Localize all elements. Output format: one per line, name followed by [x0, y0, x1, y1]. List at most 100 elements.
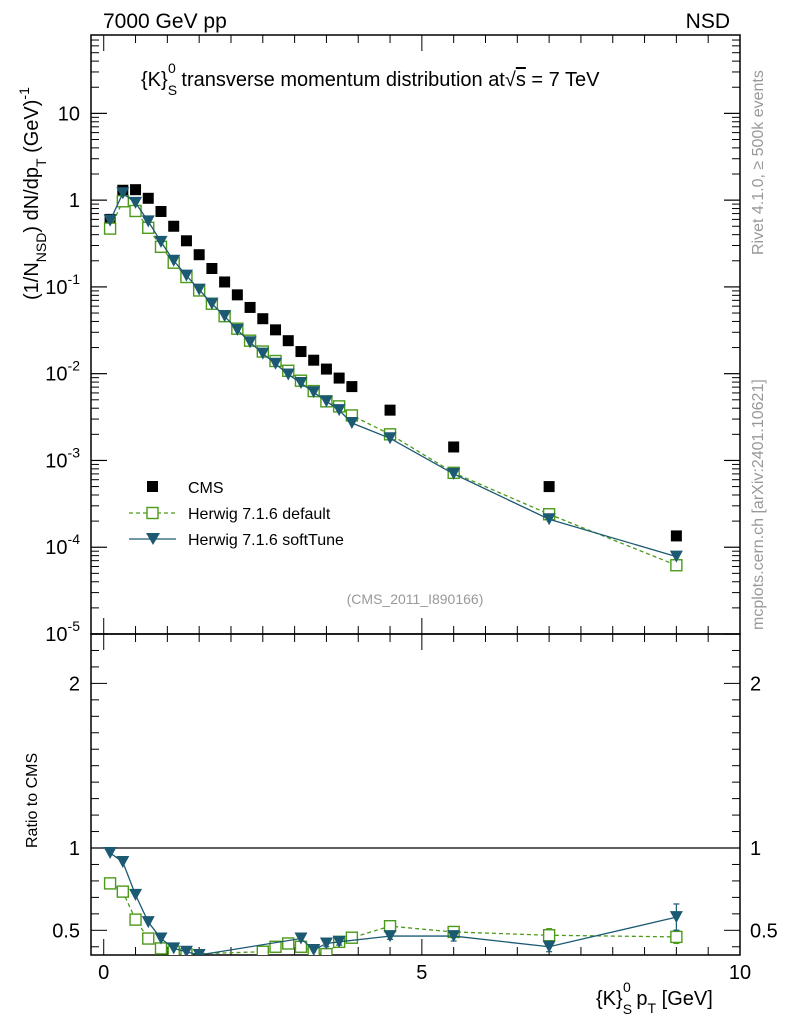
data-point [219, 276, 231, 288]
data-point [141, 215, 155, 228]
analysis-watermark: (CMS_2011_I890166) [347, 591, 484, 607]
ratio-y-tick-label-right: 1 [750, 838, 761, 860]
y-tick-exp: -1 [68, 271, 81, 287]
data-point [542, 513, 556, 526]
data-point [307, 386, 321, 399]
data-point [384, 404, 396, 416]
title-prefix: {K} [141, 69, 168, 91]
data-point [167, 254, 181, 267]
data-point [206, 262, 218, 274]
ratio-point [332, 935, 346, 948]
title-middle: transverse momentum distribution at [176, 69, 505, 91]
data-point [257, 313, 269, 325]
data-point [129, 196, 143, 209]
y-tick-exp: -5 [68, 618, 81, 634]
ratio-point [103, 877, 117, 890]
xlabel-sub: S [623, 1001, 632, 1017]
data-point [154, 235, 168, 248]
rivet-version-label: Rivet 4.1.0, ≥ 500k events [750, 70, 767, 255]
xlabel-c: T [648, 1000, 657, 1016]
xlabel-d: [GeV] [656, 988, 713, 1010]
legend: CMS Herwig 7.1.6 default Herwig 7.1.6 so… [129, 480, 344, 549]
data-point [332, 404, 346, 417]
data-point [282, 335, 294, 347]
y-tick-exp: -3 [68, 444, 81, 460]
data-point [319, 395, 333, 408]
x-axis-label: {K}S 0 pT [GeV] [596, 979, 713, 1017]
y-tick-base: 10 [45, 277, 67, 299]
ratio-point [141, 916, 155, 929]
y-tick-label: 10-4 [45, 531, 80, 559]
data-point [230, 323, 244, 336]
ratio-point [269, 940, 282, 953]
xlabel-b: p [631, 988, 648, 1010]
xlabel-sup: 0 [623, 979, 631, 995]
data-point [669, 550, 683, 563]
ratio-point [154, 932, 168, 945]
legend-marker-cms [147, 481, 158, 492]
ratio-point [383, 919, 397, 933]
y-tick-label: 10-5 [45, 618, 80, 646]
series-line [109, 192, 677, 558]
y-tick-exp: -2 [68, 358, 81, 374]
legend-label-cms: CMS [188, 480, 224, 497]
ratio-point [129, 913, 142, 926]
title-sup: 0 [168, 60, 176, 76]
title-s: s [516, 69, 526, 91]
data-point [218, 310, 232, 323]
x-tick-label: 5 [416, 962, 427, 984]
title-suffix: = 7 TeV [526, 69, 600, 91]
data-point [193, 249, 205, 261]
ratio-point [116, 885, 130, 898]
ratio-point [670, 930, 683, 944]
ylabel-d: T [33, 158, 49, 167]
y-tick-base: 10 [58, 103, 80, 125]
ratio-point [116, 855, 130, 868]
data-point [308, 354, 320, 366]
legend-marker-default [146, 506, 159, 520]
data-point [116, 187, 130, 200]
y-tick-exp: -4 [68, 531, 81, 547]
data-point [295, 346, 307, 358]
data-point [205, 297, 219, 310]
y-tick-label: 10 [58, 103, 80, 125]
plot-title: {K}S 0 transverse momentum distribution a… [141, 60, 600, 98]
y-tick-base: 10 [45, 364, 67, 386]
ratio-line [109, 852, 677, 955]
data-point [346, 381, 358, 393]
ratio-y-tick-label: 2 [69, 673, 80, 695]
data-point [670, 530, 682, 542]
legend-label-softtune: Herwig 7.1.6 softTune [188, 532, 344, 549]
data-point [320, 363, 332, 375]
legend-entry-cms: CMS [147, 480, 224, 497]
data-point [294, 377, 308, 390]
ratio-point [345, 931, 359, 944]
legend-entry-default: Herwig 7.1.6 default [129, 506, 331, 523]
data-point [543, 481, 555, 493]
ratio-point [179, 945, 193, 955]
ratio-point [192, 949, 206, 955]
ratio-point [383, 930, 397, 943]
data-point [447, 467, 461, 480]
y-tick-label: 10-3 [45, 444, 80, 472]
data-point [256, 347, 270, 360]
data-point [155, 205, 167, 217]
y-tick-label: 10-1 [45, 271, 80, 299]
header-left: 7000 GeV pp [103, 10, 227, 33]
data-point [168, 220, 180, 232]
legend-label-default: Herwig 7.1.6 default [188, 506, 331, 523]
x-tick-label: 0 [98, 962, 109, 984]
ratio-point [669, 911, 683, 924]
ratio-y-tick-label: 0.5 [52, 920, 80, 942]
ratio-point [447, 930, 461, 943]
y-tick-base: 10 [45, 624, 67, 646]
data-point [103, 214, 117, 227]
ylabel-c: ) dN/dp [21, 167, 43, 233]
data-point [142, 192, 154, 204]
main-series-layer [103, 184, 683, 572]
y-tick-base: 10 [45, 450, 67, 472]
ratio-point [142, 932, 155, 945]
legend-entry-softtune: Herwig 7.1.6 softTune [129, 532, 344, 549]
ratio-y-tick-label-right: 0.5 [750, 920, 778, 942]
